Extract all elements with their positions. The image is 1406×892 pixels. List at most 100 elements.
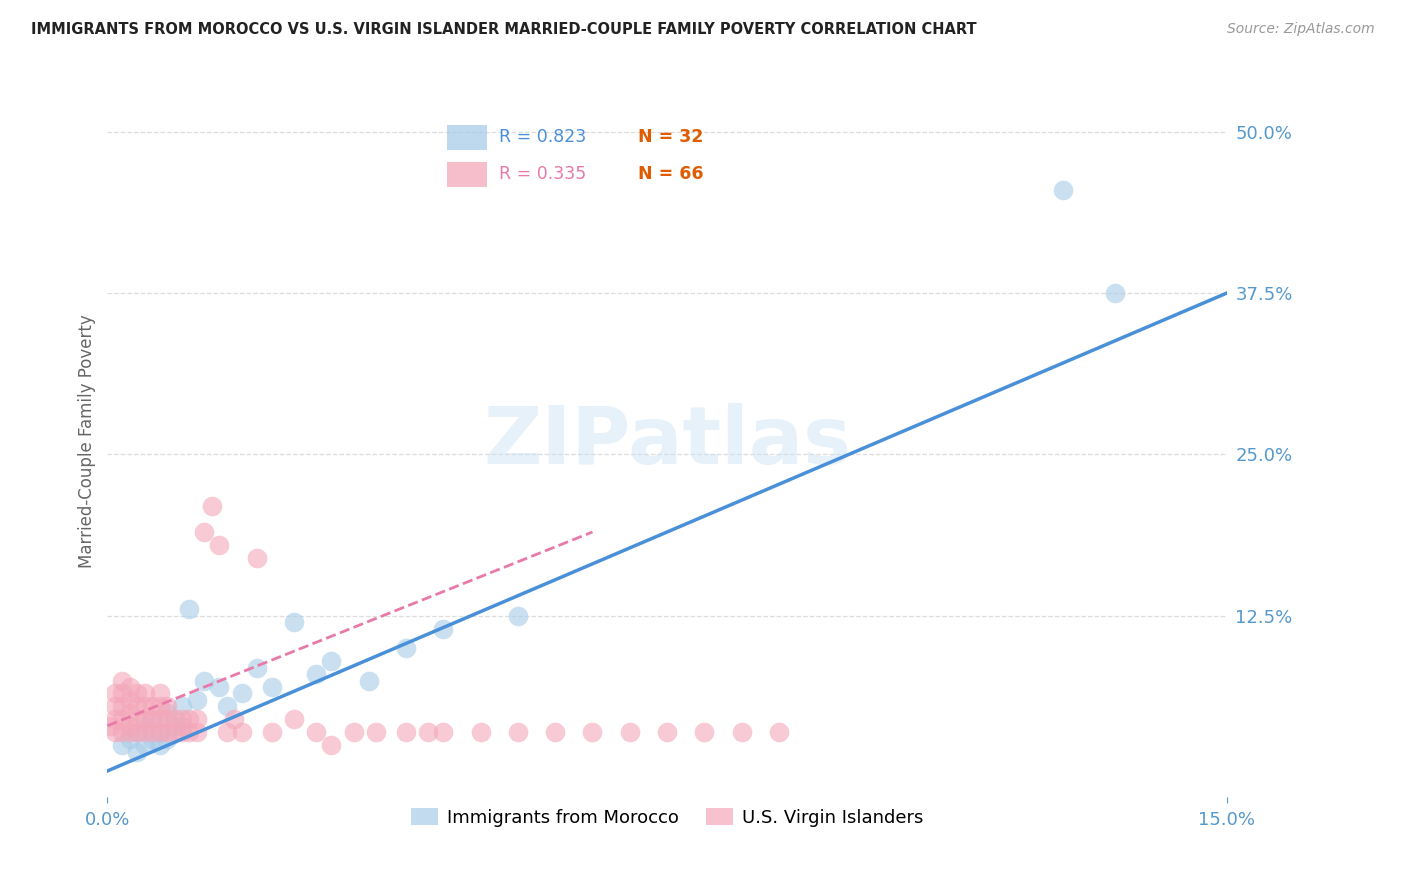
Point [395,641,418,656]
Point [201,499,224,513]
Point [470,725,492,739]
Point [193,524,215,539]
Point [111,699,134,714]
Point [163,712,186,726]
Point [156,699,179,714]
Point [283,712,305,726]
Point [1052,183,1074,197]
Point [111,673,134,688]
Point [179,725,201,739]
Point [118,719,141,733]
Point [208,680,231,694]
Point [149,712,172,726]
Point [149,725,172,739]
Point [111,738,134,752]
Point [127,725,149,739]
Point [127,686,149,700]
Point [224,712,246,726]
Point [231,725,253,739]
Point [118,680,141,694]
Point [364,725,387,739]
Text: IMMIGRANTS FROM MOROCCO VS U.S. VIRGIN ISLANDER MARRIED-COUPLE FAMILY POVERTY CO: IMMIGRANTS FROM MOROCCO VS U.S. VIRGIN I… [31,22,977,37]
Point [246,660,269,674]
Point [693,725,716,739]
Point [127,725,149,739]
Point [134,712,156,726]
Point [208,538,231,552]
Point [163,719,186,733]
Point [768,725,790,739]
Point [134,699,156,714]
Point [149,738,172,752]
Point [731,725,754,739]
Point [134,738,156,752]
Y-axis label: Married-Couple Family Poverty: Married-Couple Family Poverty [79,315,96,568]
Point [260,725,283,739]
Legend: Immigrants from Morocco, U.S. Virgin Islanders: Immigrants from Morocco, U.S. Virgin Isl… [404,801,931,834]
Point [141,712,163,726]
Point [215,699,238,714]
Point [179,712,201,726]
Point [127,699,149,714]
Point [179,602,201,616]
Point [111,686,134,700]
Point [395,725,418,739]
Point [305,667,328,681]
Point [432,725,454,739]
Point [141,731,163,746]
Point [343,725,366,739]
Point [104,686,127,700]
Point [127,745,149,759]
Point [619,725,641,739]
Point [170,699,193,714]
Point [193,673,215,688]
Point [134,725,156,739]
Point [104,725,127,739]
Point [141,712,163,726]
Point [111,712,134,726]
Point [118,725,141,739]
Point [231,686,253,700]
Point [246,550,269,565]
Point [104,699,127,714]
Point [134,719,156,733]
Text: ZIPatlas: ZIPatlas [484,402,851,481]
Point [156,712,179,726]
Point [357,673,380,688]
Point [186,693,208,707]
Point [186,712,208,726]
Point [305,725,328,739]
Point [134,686,156,700]
Point [104,712,127,726]
Point [506,725,529,739]
Point [418,725,440,739]
Point [118,731,141,746]
Point [544,725,567,739]
Point [283,615,305,630]
Point [170,719,193,733]
Point [156,731,179,746]
Point [321,738,343,752]
Point [127,712,149,726]
Point [260,680,283,694]
Point [186,725,208,739]
Point [100,719,122,733]
Point [149,686,172,700]
Point [170,725,193,739]
Point [149,699,172,714]
Point [581,725,603,739]
Text: Source: ZipAtlas.com: Source: ZipAtlas.com [1227,22,1375,37]
Point [141,725,163,739]
Point [1104,286,1126,301]
Point [655,725,678,739]
Point [170,712,193,726]
Point [149,725,172,739]
Point [118,706,141,720]
Point [156,725,179,739]
Point [118,693,141,707]
Point [321,654,343,668]
Point [506,609,529,624]
Point [156,706,179,720]
Point [432,622,454,636]
Point [111,725,134,739]
